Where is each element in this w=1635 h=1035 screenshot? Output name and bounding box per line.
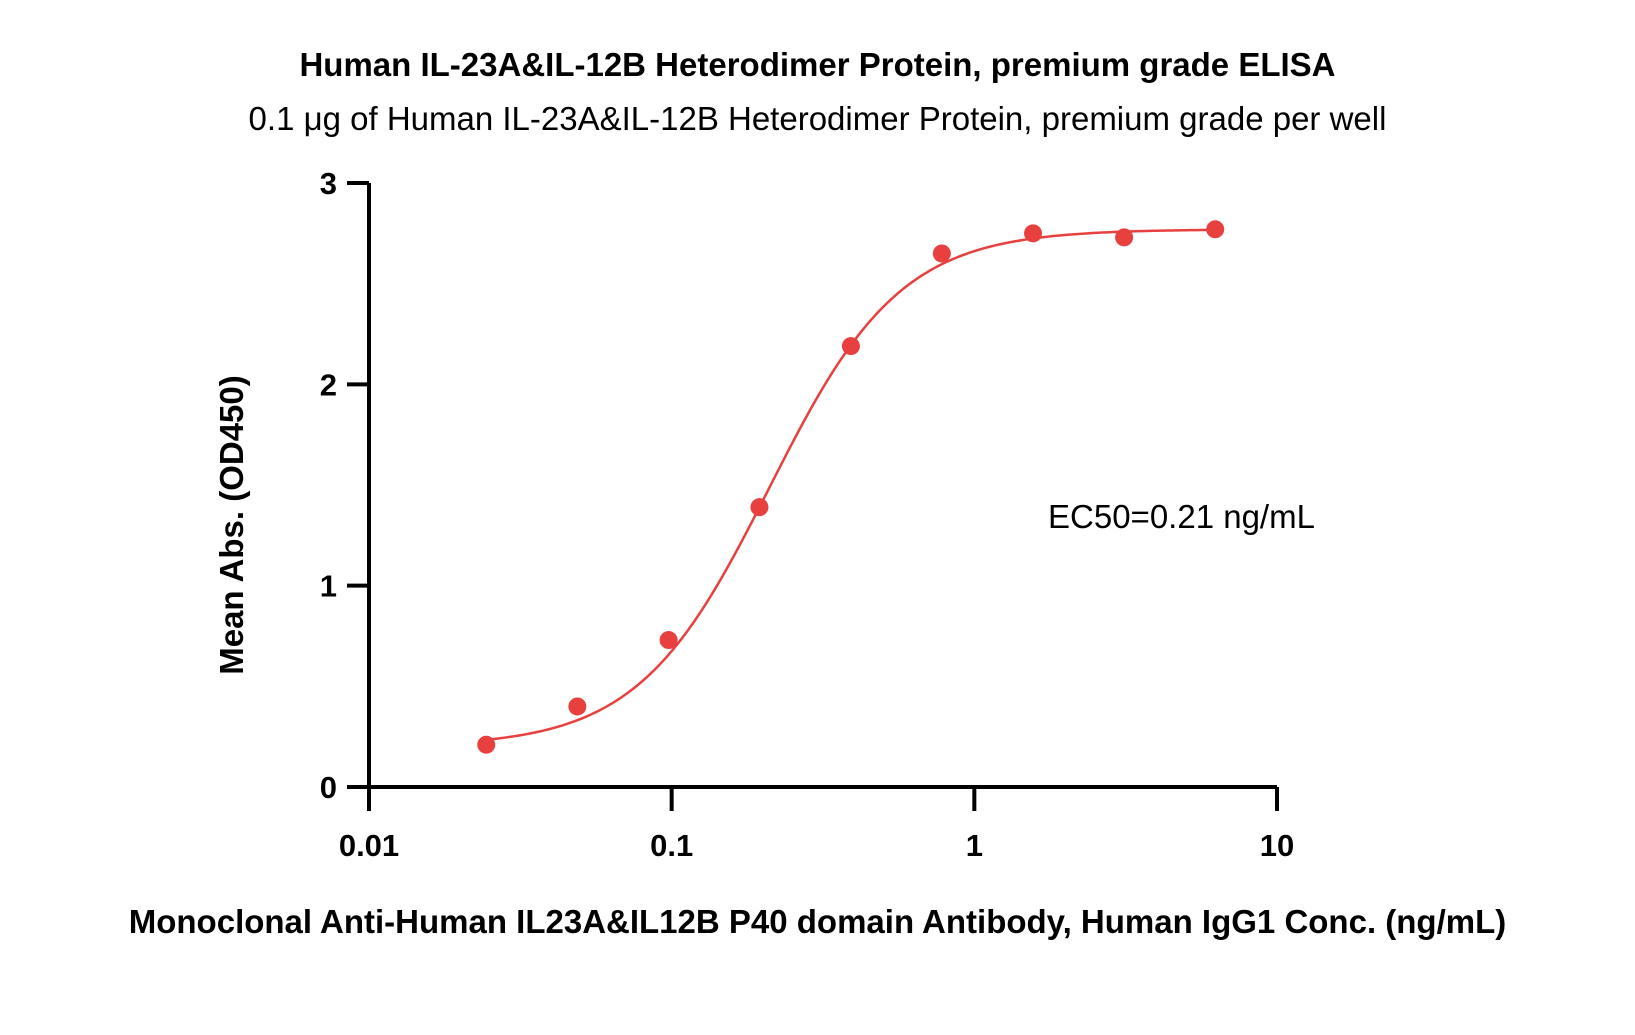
axes: 0 1 2 3 0.01 0.1 1 10	[320, 166, 1294, 863]
data-point-9	[1206, 220, 1225, 239]
data-point-3	[659, 631, 678, 650]
fit-curve	[486, 228, 1216, 742]
data-points-layer	[477, 220, 1225, 754]
y-tick-label-3: 3	[320, 166, 337, 201]
x-tick-label-0.01: 0.01	[339, 828, 399, 863]
x-tick-label-10: 10	[1260, 828, 1294, 863]
data-point-5	[841, 337, 860, 356]
chart-subtitle: 0.1 μg of Human IL-23A&IL-12B Heterodime…	[248, 100, 1387, 137]
data-point-4	[750, 498, 769, 517]
chart-title: Human IL-23A&IL-12B Heterodimer Protein,…	[299, 46, 1336, 83]
data-point-6	[932, 244, 951, 263]
fit-curve-layer	[486, 228, 1216, 742]
x-tick-label-1: 1	[966, 828, 983, 863]
y-tick-label-2: 2	[320, 367, 337, 402]
data-point-7	[1024, 224, 1043, 243]
y-tick-label-1: 1	[320, 569, 337, 604]
data-point-1	[477, 735, 496, 754]
x-axis-label: Monoclonal Anti-Human IL23A&IL12B P40 do…	[128, 903, 1507, 940]
x-tick-label-0.1: 0.1	[650, 828, 693, 863]
data-point-2	[568, 697, 587, 716]
y-tick-label-0: 0	[320, 770, 337, 805]
ec50-annotation: EC50=0.21 ng/mL	[1048, 498, 1315, 535]
data-point-8	[1115, 228, 1134, 247]
